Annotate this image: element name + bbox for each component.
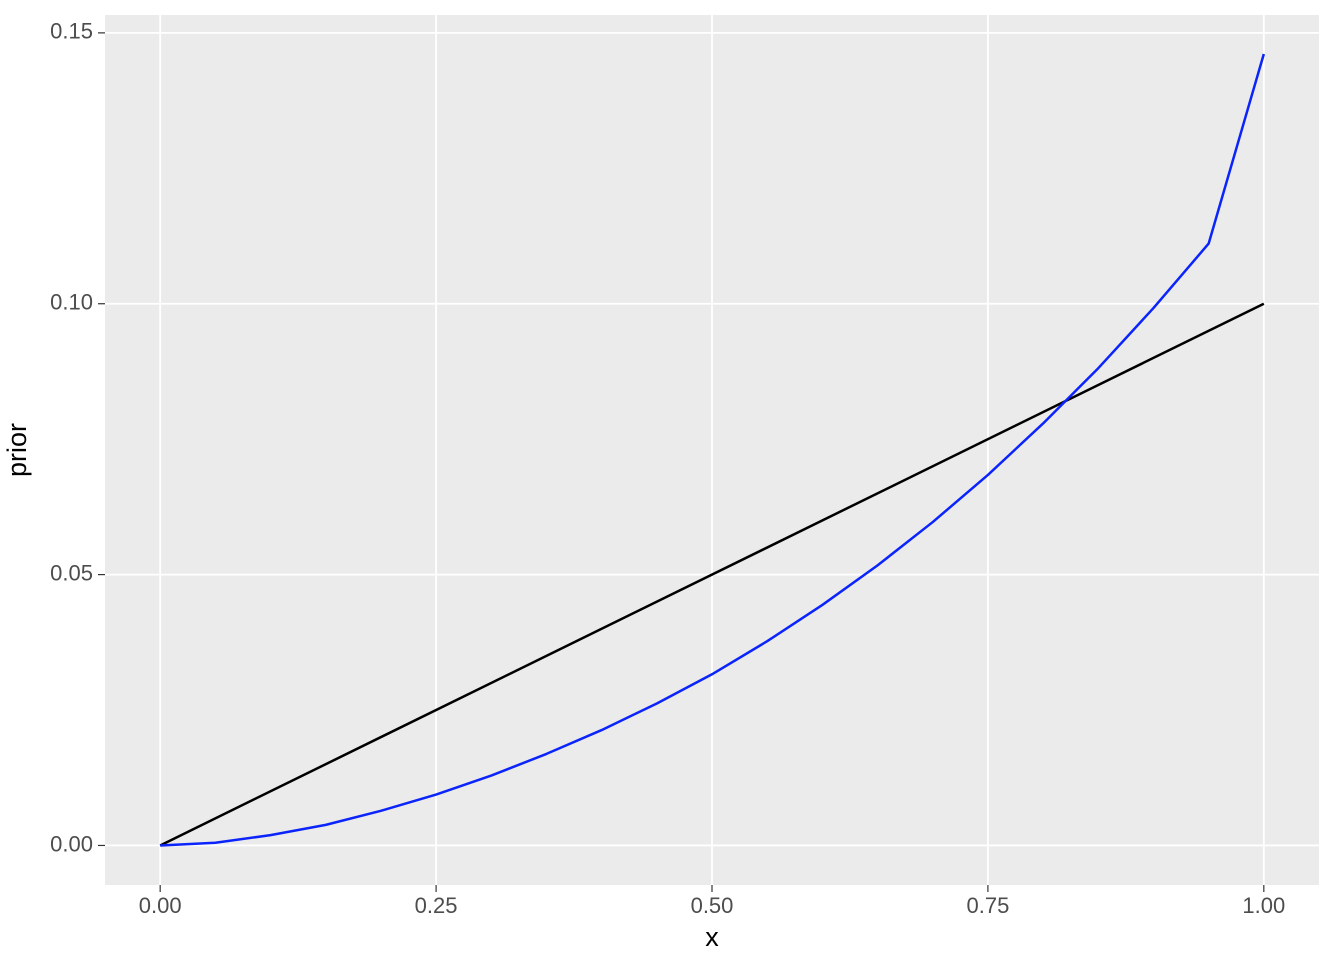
y-tick-label: 0.05 [50,560,93,585]
y-tick-label: 0.10 [50,290,93,315]
x-axis-ticks: 0.00 0.25 0.50 0.75 1.00 [139,885,1285,918]
y-tick-label: 0.15 [50,19,93,44]
x-tick-label: 0.50 [691,893,734,918]
y-axis-title: prior [2,423,32,477]
x-tick-label: 1.00 [1242,893,1285,918]
x-axis-title: x [705,922,719,952]
x-tick-label: 0.25 [415,893,458,918]
y-axis-ticks: 0.00 0.05 0.10 0.15 [50,19,105,857]
x-tick-label: 0.75 [966,893,1009,918]
y-tick-label: 0.00 [50,831,93,856]
prior-chart: 0.00 0.25 0.50 0.75 1.00 0.00 0.05 0.10 0.15 x pri… [0,0,1344,960]
x-tick-label: 0.00 [139,893,182,918]
